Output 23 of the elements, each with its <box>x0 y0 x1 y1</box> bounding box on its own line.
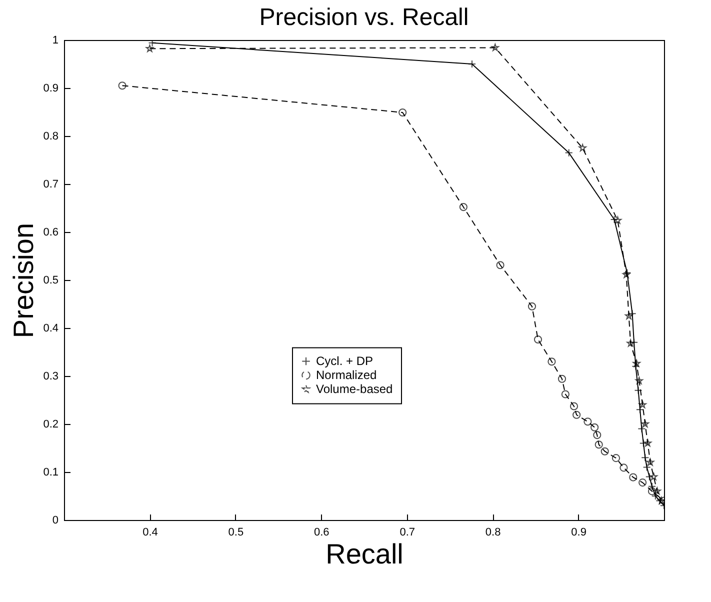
y-tick-label: 0.2 <box>43 418 58 430</box>
y-tick-label: 0.5 <box>43 274 58 286</box>
x-tick-label: 0.5 <box>228 526 244 538</box>
y-tick-label: 0.4 <box>43 322 58 334</box>
x-tick-label: 0.9 <box>571 526 586 538</box>
x-tick-label: 0.7 <box>400 526 416 538</box>
y-tick-label: 0.8 <box>43 130 58 142</box>
y-tick-label: 0.7 <box>43 178 58 190</box>
chart-title: Precision vs. Recall <box>259 4 469 31</box>
legend-label: Normalized <box>316 368 377 382</box>
y-axis-title: Precision <box>8 222 40 338</box>
y-tick-label: 0 <box>52 514 58 526</box>
x-tick-label: 0.4 <box>142 526 158 538</box>
y-tick-label: 0.3 <box>43 370 58 382</box>
x-axis-title: Recall <box>326 538 404 570</box>
x-tick-label: 0.6 <box>314 526 330 538</box>
y-tick-label: 0.1 <box>43 466 58 478</box>
y-tick-label: 1 <box>52 34 58 46</box>
y-tick-label: 0.9 <box>43 82 58 94</box>
legend-label: Cycl. + DP <box>316 354 374 368</box>
legend-label: Volume-based <box>316 382 393 396</box>
x-tick-label: 0.8 <box>485 526 501 538</box>
y-tick-label: 0.6 <box>43 226 58 238</box>
